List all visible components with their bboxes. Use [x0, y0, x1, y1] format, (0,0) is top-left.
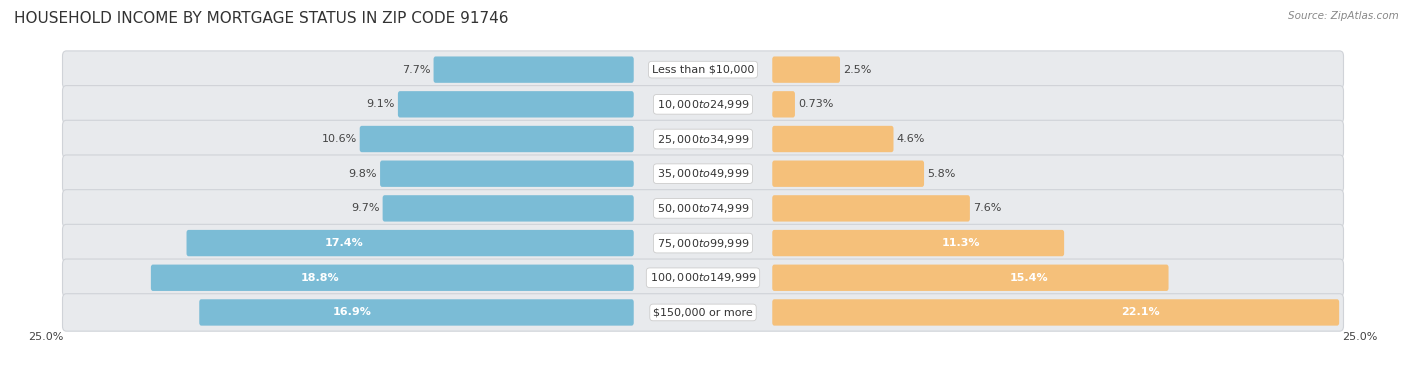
Text: $50,000 to $74,999: $50,000 to $74,999 — [657, 202, 749, 215]
FancyBboxPatch shape — [772, 230, 1064, 256]
FancyBboxPatch shape — [772, 299, 1339, 325]
Text: $10,000 to $24,999: $10,000 to $24,999 — [657, 98, 749, 111]
Text: $35,000 to $49,999: $35,000 to $49,999 — [657, 167, 749, 180]
Text: $25,000 to $34,999: $25,000 to $34,999 — [657, 133, 749, 146]
Text: 11.3%: 11.3% — [942, 238, 980, 248]
Text: 22.1%: 22.1% — [1121, 307, 1160, 318]
Text: 7.7%: 7.7% — [402, 65, 430, 74]
FancyBboxPatch shape — [772, 265, 1168, 291]
Text: Less than $10,000: Less than $10,000 — [652, 65, 754, 74]
Text: 15.4%: 15.4% — [1010, 273, 1049, 283]
FancyBboxPatch shape — [772, 195, 970, 222]
Text: $100,000 to $149,999: $100,000 to $149,999 — [650, 271, 756, 284]
Text: 25.0%: 25.0% — [28, 332, 63, 342]
Text: 10.6%: 10.6% — [322, 134, 357, 144]
FancyBboxPatch shape — [187, 230, 634, 256]
FancyBboxPatch shape — [380, 161, 634, 187]
Text: 4.6%: 4.6% — [897, 134, 925, 144]
FancyBboxPatch shape — [772, 56, 839, 83]
Text: 5.8%: 5.8% — [927, 169, 956, 179]
Text: 2.5%: 2.5% — [844, 65, 872, 74]
FancyBboxPatch shape — [382, 195, 634, 222]
Text: 0.73%: 0.73% — [799, 99, 834, 109]
FancyBboxPatch shape — [150, 265, 634, 291]
Text: 9.1%: 9.1% — [367, 99, 395, 109]
FancyBboxPatch shape — [62, 294, 1344, 331]
Text: 18.8%: 18.8% — [301, 273, 340, 283]
FancyBboxPatch shape — [398, 91, 634, 118]
FancyBboxPatch shape — [772, 126, 893, 152]
Text: Source: ZipAtlas.com: Source: ZipAtlas.com — [1288, 11, 1399, 21]
FancyBboxPatch shape — [772, 91, 794, 118]
FancyBboxPatch shape — [200, 299, 634, 325]
Text: 25.0%: 25.0% — [1343, 332, 1378, 342]
Legend: Without Mortgage, With Mortgage: Without Mortgage, With Mortgage — [565, 376, 841, 378]
FancyBboxPatch shape — [433, 56, 634, 83]
FancyBboxPatch shape — [360, 126, 634, 152]
FancyBboxPatch shape — [62, 120, 1344, 158]
FancyBboxPatch shape — [62, 259, 1344, 296]
FancyBboxPatch shape — [772, 161, 924, 187]
Text: 9.7%: 9.7% — [352, 203, 380, 214]
FancyBboxPatch shape — [62, 51, 1344, 88]
Text: 17.4%: 17.4% — [325, 238, 363, 248]
Text: $150,000 or more: $150,000 or more — [654, 307, 752, 318]
Text: 16.9%: 16.9% — [332, 307, 371, 318]
FancyBboxPatch shape — [62, 155, 1344, 192]
Text: 9.8%: 9.8% — [349, 169, 377, 179]
Text: HOUSEHOLD INCOME BY MORTGAGE STATUS IN ZIP CODE 91746: HOUSEHOLD INCOME BY MORTGAGE STATUS IN Z… — [14, 11, 509, 26]
Text: 7.6%: 7.6% — [973, 203, 1001, 214]
FancyBboxPatch shape — [62, 85, 1344, 123]
Text: $75,000 to $99,999: $75,000 to $99,999 — [657, 237, 749, 249]
FancyBboxPatch shape — [62, 190, 1344, 227]
FancyBboxPatch shape — [62, 225, 1344, 262]
